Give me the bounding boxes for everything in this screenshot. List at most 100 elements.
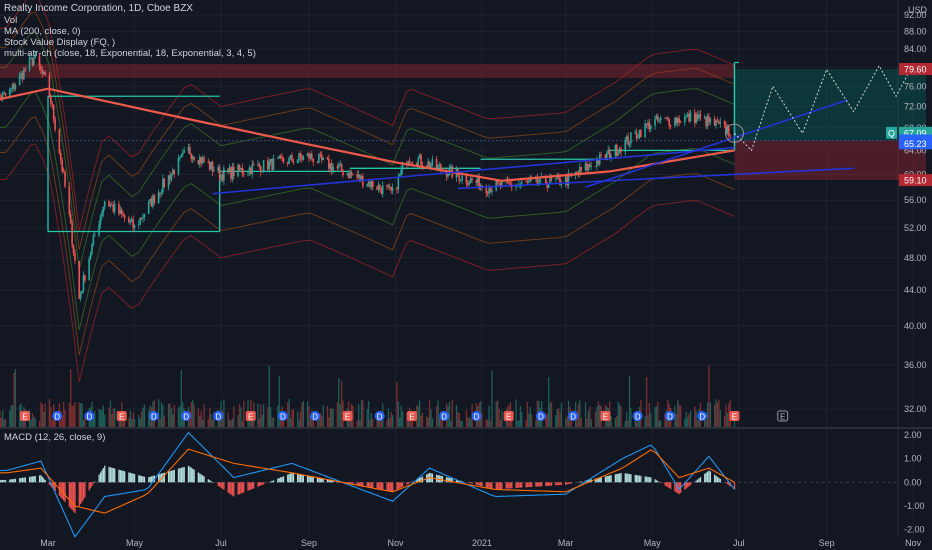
macd-histogram-bar (389, 482, 391, 492)
macd-histogram-bar (599, 477, 601, 483)
candle-body (431, 158, 434, 166)
macd-tick-label: -1.00 (904, 501, 925, 511)
volume-bar (468, 416, 470, 427)
macd-histogram-bar (14, 478, 17, 483)
volume-bar (54, 415, 56, 427)
candle-body (367, 181, 370, 185)
macd-histogram-bar (121, 470, 123, 483)
volume-bar (487, 420, 489, 427)
volume-bar (177, 407, 180, 427)
volume-bar (589, 406, 591, 427)
volume-bar (597, 400, 600, 427)
volume-bar (437, 400, 439, 427)
volume-legend[interactable]: Vol (4, 15, 18, 26)
volume-bar (655, 406, 658, 427)
macd-histogram-bar (111, 467, 113, 483)
candle-body (597, 160, 600, 165)
macd-histogram-bar (406, 482, 408, 485)
macd-histogram-bar (468, 482, 470, 483)
candle-body (705, 116, 707, 127)
volume-bar (356, 420, 358, 427)
candle-body (427, 161, 429, 168)
event-marker-D (697, 411, 708, 421)
candle-body (153, 195, 156, 204)
volume-bar (421, 412, 424, 427)
candle-body (319, 154, 322, 156)
macd-histogram-bar (301, 474, 303, 483)
volume-bar (78, 402, 80, 427)
macd-histogram-bar (329, 480, 331, 483)
candle-body (147, 202, 150, 214)
candle-body (1, 92, 4, 99)
macd-histogram-bar (74, 482, 76, 514)
macd-histogram-bar (638, 475, 641, 483)
candle-body (24, 69, 27, 71)
candle-body (167, 175, 170, 187)
volume-bar (98, 409, 100, 427)
price-tick-label: 84.00 (904, 44, 927, 54)
volume-bar (401, 411, 404, 427)
candle-body (486, 193, 489, 194)
event-marker-label: E (248, 413, 253, 422)
candle-body (461, 175, 463, 181)
candle-body (588, 164, 591, 167)
volume-bar (650, 412, 652, 427)
macd-histogram-bar (24, 477, 27, 483)
candle-body (467, 182, 469, 185)
macd-histogram-bar (630, 474, 632, 483)
volume-bar (111, 414, 113, 427)
candle-body (386, 185, 388, 187)
macd-histogram-bar (213, 482, 215, 484)
event-marker-D (568, 411, 579, 421)
candle-body (644, 123, 646, 138)
volume-bar (718, 399, 720, 427)
macd-legend[interactable]: MACD (12, 26, close, 9) (4, 432, 106, 443)
volume-bar (579, 400, 581, 427)
candle-body (699, 114, 702, 117)
macd-histogram-bar (461, 481, 463, 483)
candle-body (250, 167, 252, 175)
macd-histogram-bar (557, 482, 560, 486)
candle-body (678, 118, 680, 123)
candle-body (417, 158, 419, 166)
macd-histogram-bar (488, 482, 490, 488)
candle-body (18, 74, 21, 86)
candle-body (3, 92, 5, 94)
event-markers[interactable]: DEDDEDDDEDDEDEDDEDDEDDDEE (0, 410, 789, 422)
volume-bar (94, 410, 96, 427)
candle-body (415, 163, 418, 166)
volume-bar (559, 412, 561, 427)
macd-histogram-bar (447, 477, 449, 483)
macd-histogram-bar (545, 482, 547, 487)
macd-histogram-bar (401, 482, 404, 487)
candle-body (92, 235, 95, 245)
volume-bar (138, 414, 140, 427)
candle-body (686, 113, 689, 117)
volume-bar (528, 413, 530, 427)
macd-histogram-bar (685, 482, 687, 489)
candle-body (271, 159, 273, 170)
ma-legend[interactable]: MA (200, close, 0) (4, 26, 81, 37)
macd-histogram-bar (297, 473, 299, 483)
price-badge-prefix (886, 126, 897, 139)
volume-bar (339, 404, 341, 427)
volume-bar (180, 370, 183, 427)
macd-histogram-bar (101, 470, 103, 483)
macd-histogram-bar (556, 482, 558, 486)
macd-histogram-bar (131, 473, 133, 483)
volume-bar (417, 406, 419, 427)
macd-histogram-bar (508, 482, 510, 489)
candle-body (282, 158, 285, 163)
stock-value-legend[interactable]: Stock Value Display (FQ, ) (4, 37, 116, 48)
volume-bar (654, 407, 656, 427)
volume-bar (596, 406, 598, 427)
macd-histogram-bar (63, 482, 65, 501)
macd-histogram-bar (89, 482, 92, 489)
volume-bar (108, 407, 110, 427)
macd-histogram-bar (207, 479, 209, 483)
volume-bar (298, 419, 300, 427)
atr-channel-legend[interactable]: multi-atr-ch (close, 18, Exponential, 18… (4, 48, 256, 59)
candle-body (292, 161, 295, 163)
chart-title[interactable]: Realty Income Corporation, 1D, Cboe BZX (4, 3, 193, 14)
